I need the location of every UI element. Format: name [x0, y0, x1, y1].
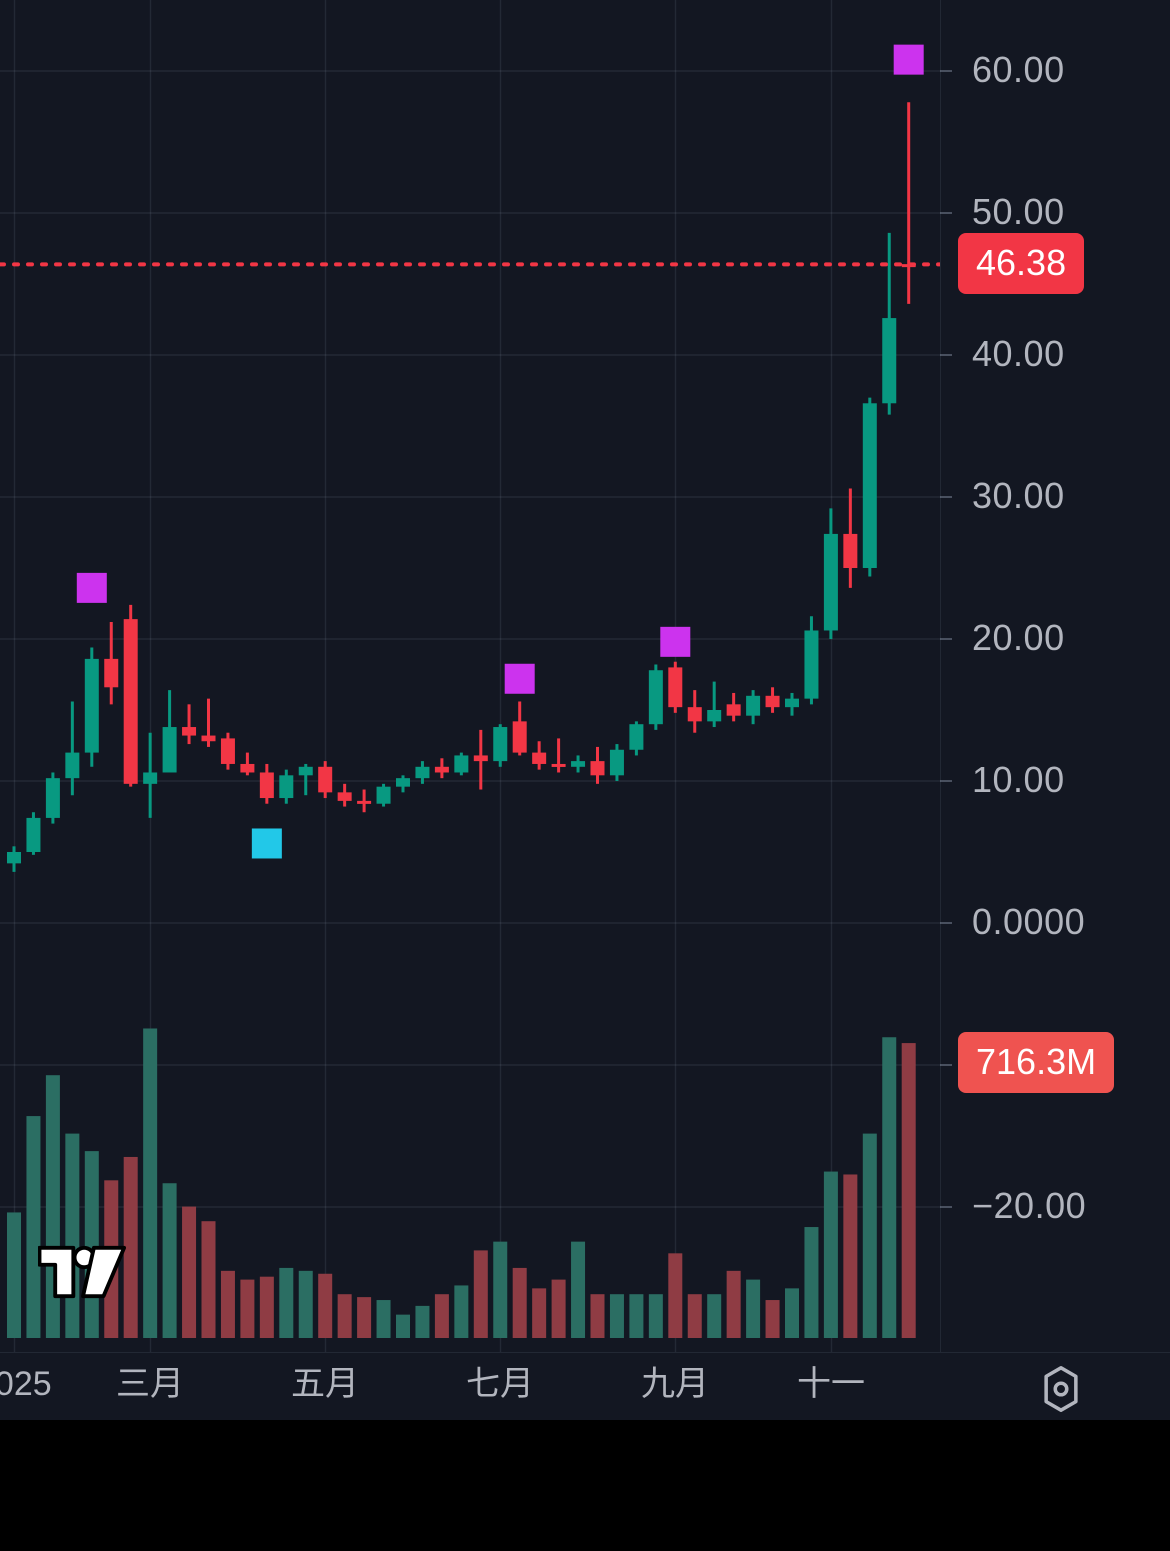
price-axis-label: 40.00 [972, 333, 1065, 374]
price-axis-tick [940, 1064, 952, 1066]
time-axis-label: 七月 [466, 1365, 534, 1403]
event-markers [76, 44, 924, 859]
price-axis-label: 50.00 [972, 191, 1065, 232]
chart-plot-area[interactable] [0, 0, 940, 1420]
time-axis-label: 三月 [116, 1365, 184, 1403]
price-axis-label: 30.00 [972, 475, 1065, 516]
time-axis-label: 五月 [291, 1365, 359, 1403]
volume-value-badge[interactable]: 716.3M [958, 1032, 1115, 1093]
price-axis-tick [940, 212, 952, 214]
price-axis-tick [940, 354, 952, 356]
price-axis[interactable]: 60.0050.0040.0030.0020.0010.000.0000−10.… [940, 0, 1170, 1420]
price-axis-label: 0.0000 [972, 901, 1086, 942]
time-axis-label: 九月 [641, 1365, 709, 1403]
time-axis-label: 十一 [797, 1365, 865, 1403]
price-axis-tick [940, 1206, 952, 1208]
price-axis-label: −20.00 [972, 1185, 1087, 1226]
price-axis-tick [940, 70, 952, 72]
price-axis-tick [940, 780, 952, 782]
price-axis-label: 20.00 [972, 617, 1065, 658]
price-axis-tick [940, 922, 952, 924]
price-axis-label: 10.00 [972, 759, 1065, 800]
horizontal-gridlines [0, 70, 940, 1208]
time-axis-label: 2025 [0, 1365, 52, 1403]
candlestick-chart [0, 0, 940, 1352]
chart-pane[interactable]: 60.0050.0040.0030.0020.0010.000.0000−10.… [0, 0, 1170, 1420]
price-axis-label: 60.00 [972, 49, 1065, 90]
volume-bars [7, 1028, 916, 1338]
price-axis-tick [940, 638, 952, 640]
price-candles [7, 102, 916, 872]
chart-settings-icon[interactable] [1032, 1363, 1090, 1415]
tradingview-logo [38, 1245, 127, 1299]
axis-separator [940, 0, 941, 1352]
last-price-badge[interactable]: 46.38 [958, 233, 1085, 295]
price-axis-tick [940, 496, 952, 498]
time-axis[interactable]: 2025 三月 五月 七月 九月 十一 [0, 1352, 1170, 1420]
bottom-toolbar[interactable]: RGTI 1W [0, 1420, 1170, 1551]
